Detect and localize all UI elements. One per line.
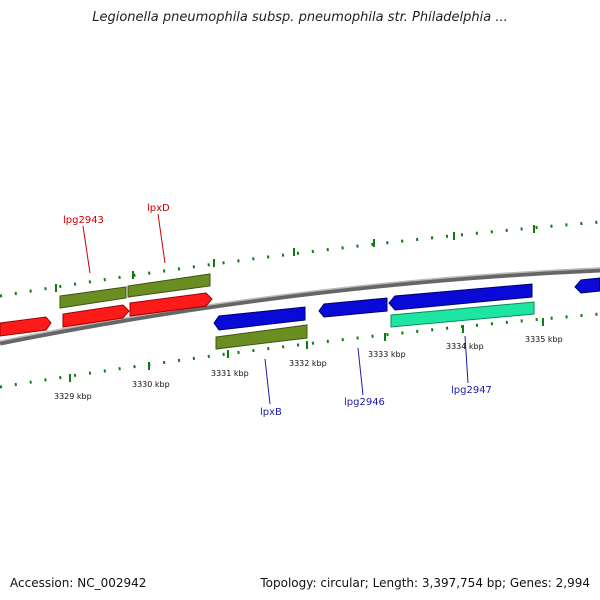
scale-label-3332: 3332 kbp — [289, 359, 327, 368]
gene-lpxB-olive[interactable] — [215, 324, 308, 350]
upper-tick-track — [0, 220, 600, 298]
genome-backbone-highlight — [0, 267, 600, 342]
scale-label-3330: 3330 kbp — [132, 380, 170, 389]
scale-label-3331: 3331 kbp — [211, 369, 249, 378]
gene-label-lpxD[interactable]: lpxD — [147, 203, 170, 214]
gene-label-lpg2947[interactable]: lpg2947 — [451, 385, 492, 396]
gene-label-lpg2943[interactable]: lpg2943 — [63, 215, 104, 226]
gene-lpxD-olive[interactable] — [127, 273, 211, 298]
map-title: Legionella pneumophila subsp. pneumophil… — [92, 10, 508, 25]
gene-lpxD[interactable] — [129, 292, 213, 317]
gene-lpg2943-olive[interactable] — [59, 286, 127, 309]
gene-right-blue[interactable] — [574, 277, 600, 294]
gene-lpg2943[interactable] — [62, 304, 130, 328]
accession-text: Accession: NC_002942 — [10, 576, 147, 590]
label-leaders — [82, 213, 469, 405]
gene-lpxB-blue[interactable] — [213, 306, 306, 331]
genome-backbone — [0, 267, 600, 346]
gene-red-left[interactable] — [0, 316, 52, 337]
scale-label-3334: 3334 kbp — [446, 342, 484, 351]
lower-major-ticks — [69, 318, 544, 382]
gene-label-lpxB[interactable]: lpxB — [260, 407, 282, 418]
gene-label-lpg2946[interactable]: lpg2946 — [344, 397, 385, 408]
gene-lpg2947-blue[interactable] — [388, 283, 533, 311]
scale-label-3335: 3335 kbp — [525, 335, 563, 344]
upper-major-ticks — [55, 225, 535, 292]
topology-summary: Topology: circular; Length: 3,397,754 bp… — [260, 576, 590, 590]
gene-lpg2946[interactable] — [318, 297, 388, 318]
scale-label-3333: 3333 kbp — [368, 350, 406, 359]
gene-lpg2947-cyan[interactable] — [390, 301, 535, 328]
scale-label-3329: 3329 kbp — [54, 392, 92, 401]
